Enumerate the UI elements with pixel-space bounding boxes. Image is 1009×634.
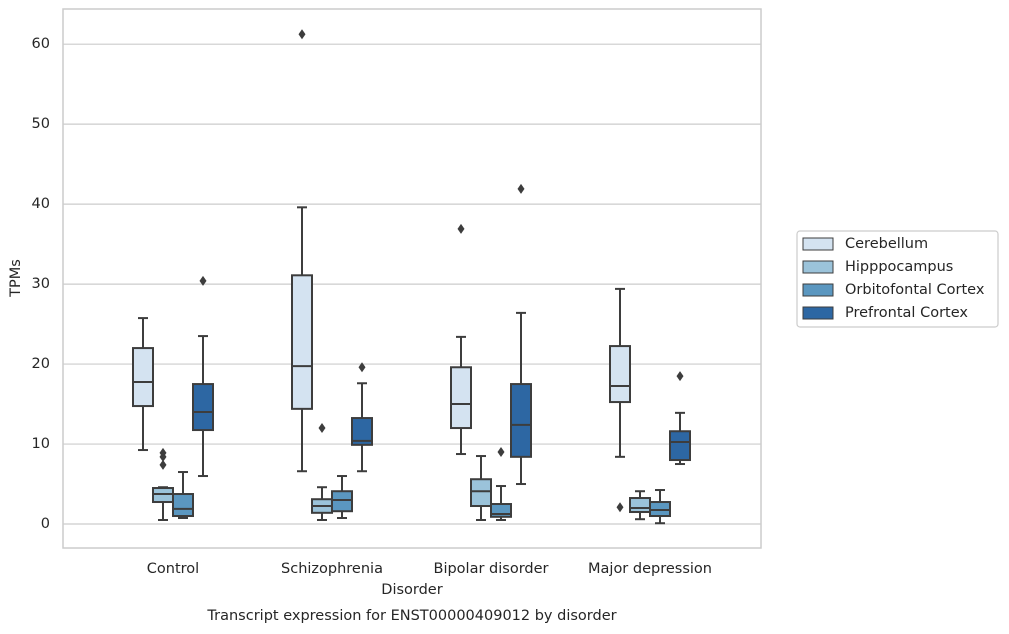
legend-swatch: [802, 237, 834, 251]
legend-label: Hipppocampus: [845, 259, 953, 275]
outlier: [616, 502, 624, 513]
box: [629, 497, 651, 514]
x-tick-label: Control: [147, 561, 199, 577]
box: [510, 383, 532, 458]
box: [291, 274, 313, 410]
chart-title: Transcript expression for ENST0000040901…: [206, 608, 616, 624]
box: [331, 490, 353, 513]
x-tick-label: Schizophrenia: [281, 561, 383, 577]
plot-frame: [62, 8, 762, 549]
box: [132, 347, 154, 408]
outlier: [159, 451, 167, 462]
outlier: [298, 29, 306, 40]
y-tick-label: 40: [32, 196, 50, 212]
box: [450, 366, 472, 430]
y-tick-label: 30: [32, 276, 50, 292]
outlier: [159, 459, 167, 470]
y-tick-label: 10: [32, 436, 50, 452]
y-tick-label: 50: [32, 116, 50, 132]
x-axis-label: Disorder: [381, 582, 442, 598]
box: [351, 417, 373, 446]
box: [172, 493, 194, 518]
box: [470, 478, 492, 508]
outlier: [199, 275, 207, 286]
legend-frame: [796, 230, 999, 328]
y-tick-label: 60: [32, 36, 50, 52]
y-axis-label: TPMs: [8, 259, 24, 298]
legend-swatch: [802, 306, 834, 320]
x-tick-label: Bipolar disorder: [434, 561, 549, 577]
outlier: [676, 371, 684, 382]
box: [669, 430, 691, 462]
y-tick-label: 0: [41, 516, 50, 532]
outlier: [457, 223, 465, 234]
legend-swatch: [802, 260, 834, 274]
x-tick-label: Major depression: [588, 561, 712, 577]
outlier: [497, 447, 505, 458]
legend-label: Prefrontal Cortex: [845, 305, 968, 321]
outlier: [517, 183, 525, 194]
legend-swatch: [802, 283, 834, 297]
outlier: [358, 362, 366, 373]
legend-label: Cerebellum: [845, 236, 928, 252]
y-tick-label: 20: [32, 356, 50, 372]
legend-label: Orbitofontal Cortex: [845, 282, 985, 298]
outlier: [318, 423, 326, 434]
box: [609, 345, 631, 404]
box: [192, 383, 214, 432]
